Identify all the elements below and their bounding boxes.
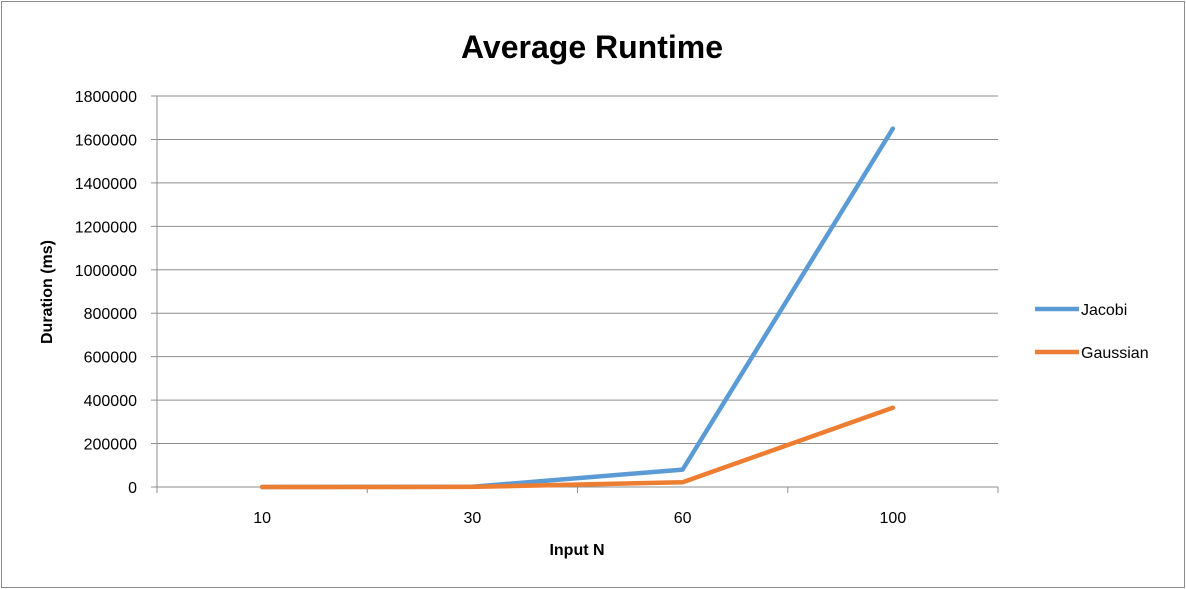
y-tick-label: 1200000 (75, 219, 137, 236)
x-axis-title: Input N (549, 542, 604, 559)
x-tick-label: 30 (463, 510, 481, 527)
y-tick-label: 400000 (84, 393, 137, 410)
legend: Jacobi Gaussian (1035, 302, 1149, 362)
axes (156, 96, 998, 493)
x-tick-label: 60 (674, 510, 692, 527)
y-tick-label: 200000 (84, 437, 137, 454)
grid-lines (157, 95, 998, 445)
chart-title: Average Runtime (461, 29, 723, 65)
x-tick-label: 100 (880, 510, 907, 527)
y-tick-label: 1000000 (75, 263, 137, 280)
y-tick-label: 1600000 (75, 132, 137, 149)
y-tick-label: 1400000 (75, 176, 137, 193)
y-tick-label: 800000 (84, 306, 137, 323)
y-tick-label: 0 (128, 480, 137, 497)
y-axis-ticks: 0 200000 400000 600000 800000 1000000 1200000 1… (75, 89, 157, 497)
legend-label-jacobi: Jacobi (1081, 302, 1127, 319)
x-axis-ticks: 10 30 60 100 (156, 487, 999, 527)
series-line-gaussian (259, 405, 896, 490)
y-tick-label: 1800000 (75, 89, 137, 106)
y-axis-title: Duration (ms) (39, 240, 56, 344)
y-tick-label: 600000 (84, 350, 137, 367)
series-line-jacobi (259, 126, 896, 490)
data-series (259, 126, 896, 490)
x-tick-label: 10 (253, 510, 271, 527)
legend-label-gaussian: Gaussian (1081, 345, 1149, 362)
